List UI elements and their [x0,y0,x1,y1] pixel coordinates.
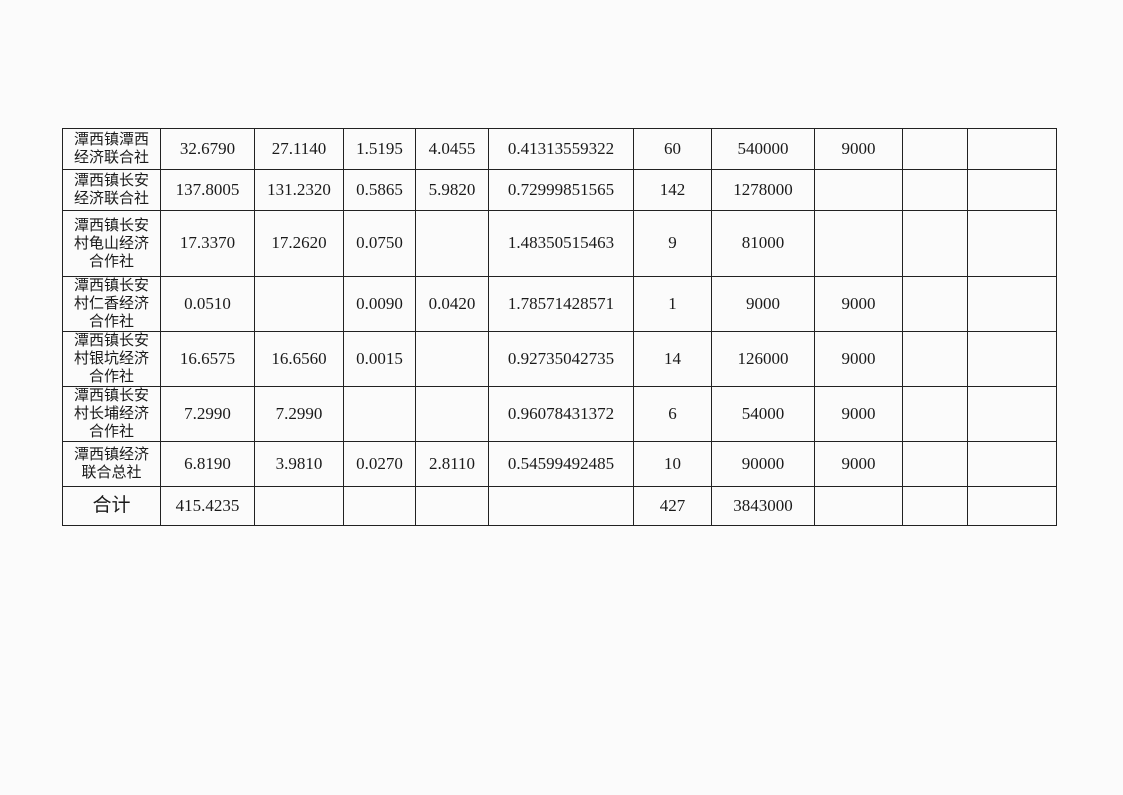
table-cell: 126000 [711,331,815,387]
table-row: 潭西镇长安村仁香经济合作社 0.0510 0.0090 0.0420 1.7857142… [62,276,1057,332]
table-cell: 9000 [814,441,903,487]
table-cell: 0.0510 [160,276,255,332]
table-cell [967,486,1057,526]
table-cell [967,386,1057,442]
table-cell: 16.6575 [160,331,255,387]
table-cell [814,486,903,526]
table-cell: 6.8190 [160,441,255,487]
table-cell [814,169,903,211]
table-cell: 0.54599492485 [488,441,634,487]
table-cell [902,441,968,487]
table-cell: 1.48350515463 [488,210,634,277]
table-row: 潭西镇潭西经济联合社 32.6790 27.1140 1.5195 4.0455 0.41… [62,128,1057,170]
table-cell: 0.0270 [343,441,416,487]
table-cell: 1.5195 [343,128,416,170]
table-cell [967,331,1057,387]
row-name-cell: 潭西镇长安村银坑经济合作社 [62,331,161,387]
table-cell: 1.78571428571 [488,276,634,332]
row-name-cell: 潭西镇潭西经济联合社 [62,128,161,170]
table-cell: 3843000 [711,486,815,526]
table-cell [967,210,1057,277]
table-cell [902,276,968,332]
table-cell: 0.96078431372 [488,386,634,442]
table-cell [254,276,344,332]
table-row: 潭西镇长安村长埔经济合作社 7.2990 7.2990 0.96078431372 6 5… [62,386,1057,442]
table-cell: 0.0090 [343,276,416,332]
table-cell: 0.0420 [415,276,489,332]
table-cell: 9 [633,210,712,277]
table-cell: 3.9810 [254,441,344,487]
table-cell: 81000 [711,210,815,277]
table-cell: 4.0455 [415,128,489,170]
table-cell: 1278000 [711,169,815,211]
table-cell: 7.2990 [160,386,255,442]
table-cell: 54000 [711,386,815,442]
table-cell: 427 [633,486,712,526]
table-cell: 16.6560 [254,331,344,387]
table-cell [814,210,903,277]
table-cell: 10 [633,441,712,487]
table-cell: 27.1140 [254,128,344,170]
table-row: 潭西镇长安经济联合社 137.8005 131.2320 0.5865 5.9820 0.… [62,169,1057,211]
table-cell: 142 [633,169,712,211]
table-cell: 9000 [814,386,903,442]
table-cell: 0.41313559322 [488,128,634,170]
table-cell: 17.2620 [254,210,344,277]
table-row: 潭西镇经济联合总社 6.8190 3.9810 0.0270 2.8110 0.54599… [62,441,1057,487]
table-cell [967,169,1057,211]
total-row: 合计 415.4235 427 3843000 [62,486,1057,526]
table-cell: 0.92735042735 [488,331,634,387]
table-cell: 137.8005 [160,169,255,211]
row-name-cell: 合计 [62,486,161,526]
table-cell [415,331,489,387]
table-cell: 540000 [711,128,815,170]
table-cell [415,210,489,277]
table-cell: 415.4235 [160,486,255,526]
table-cell [902,486,968,526]
table-row: 潭西镇长安村银坑经济合作社 16.6575 16.6560 0.0015 0.92735… [62,331,1057,387]
table-cell: 9000 [814,128,903,170]
table-cell: 60 [633,128,712,170]
table-cell [902,169,968,211]
table-cell: 1 [633,276,712,332]
table-cell: 9000 [814,331,903,387]
table-cell [902,386,968,442]
table-cell: 131.2320 [254,169,344,211]
table-cell: 90000 [711,441,815,487]
table-cell [967,441,1057,487]
row-name-cell: 潭西镇长安村长埔经济合作社 [62,386,161,442]
table-cell [967,276,1057,332]
table-cell: 32.6790 [160,128,255,170]
cooperative-data-table: 潭西镇潭西经济联合社 32.6790 27.1140 1.5195 4.0455 0.41… [62,128,1057,526]
table-cell [254,486,344,526]
row-name-cell: 潭西镇长安经济联合社 [62,169,161,211]
row-name-cell: 潭西镇长安村龟山经济合作社 [62,210,161,277]
table-cell [415,386,489,442]
table-cell: 0.72999851565 [488,169,634,211]
table-cell [902,331,968,387]
table-cell: 2.8110 [415,441,489,487]
table-cell [902,210,968,277]
table-cell: 7.2990 [254,386,344,442]
row-name-cell: 潭西镇经济联合总社 [62,441,161,487]
table-cell: 9000 [814,276,903,332]
table-cell: 6 [633,386,712,442]
table-cell: 14 [633,331,712,387]
table-cell: 5.9820 [415,169,489,211]
table-cell: 0.0750 [343,210,416,277]
table-cell [488,486,634,526]
table-cell: 17.3370 [160,210,255,277]
row-name-cell: 潭西镇长安村仁香经济合作社 [62,276,161,332]
table-cell [902,128,968,170]
table-cell: 9000 [711,276,815,332]
table-cell [343,386,416,442]
table-cell: 0.5865 [343,169,416,211]
table-cell: 0.0015 [343,331,416,387]
table-cell [343,486,416,526]
table-row: 潭西镇长安村龟山经济合作社 17.3370 17.2620 0.0750 1.48350… [62,210,1057,277]
table-cell [415,486,489,526]
table-cell [967,128,1057,170]
